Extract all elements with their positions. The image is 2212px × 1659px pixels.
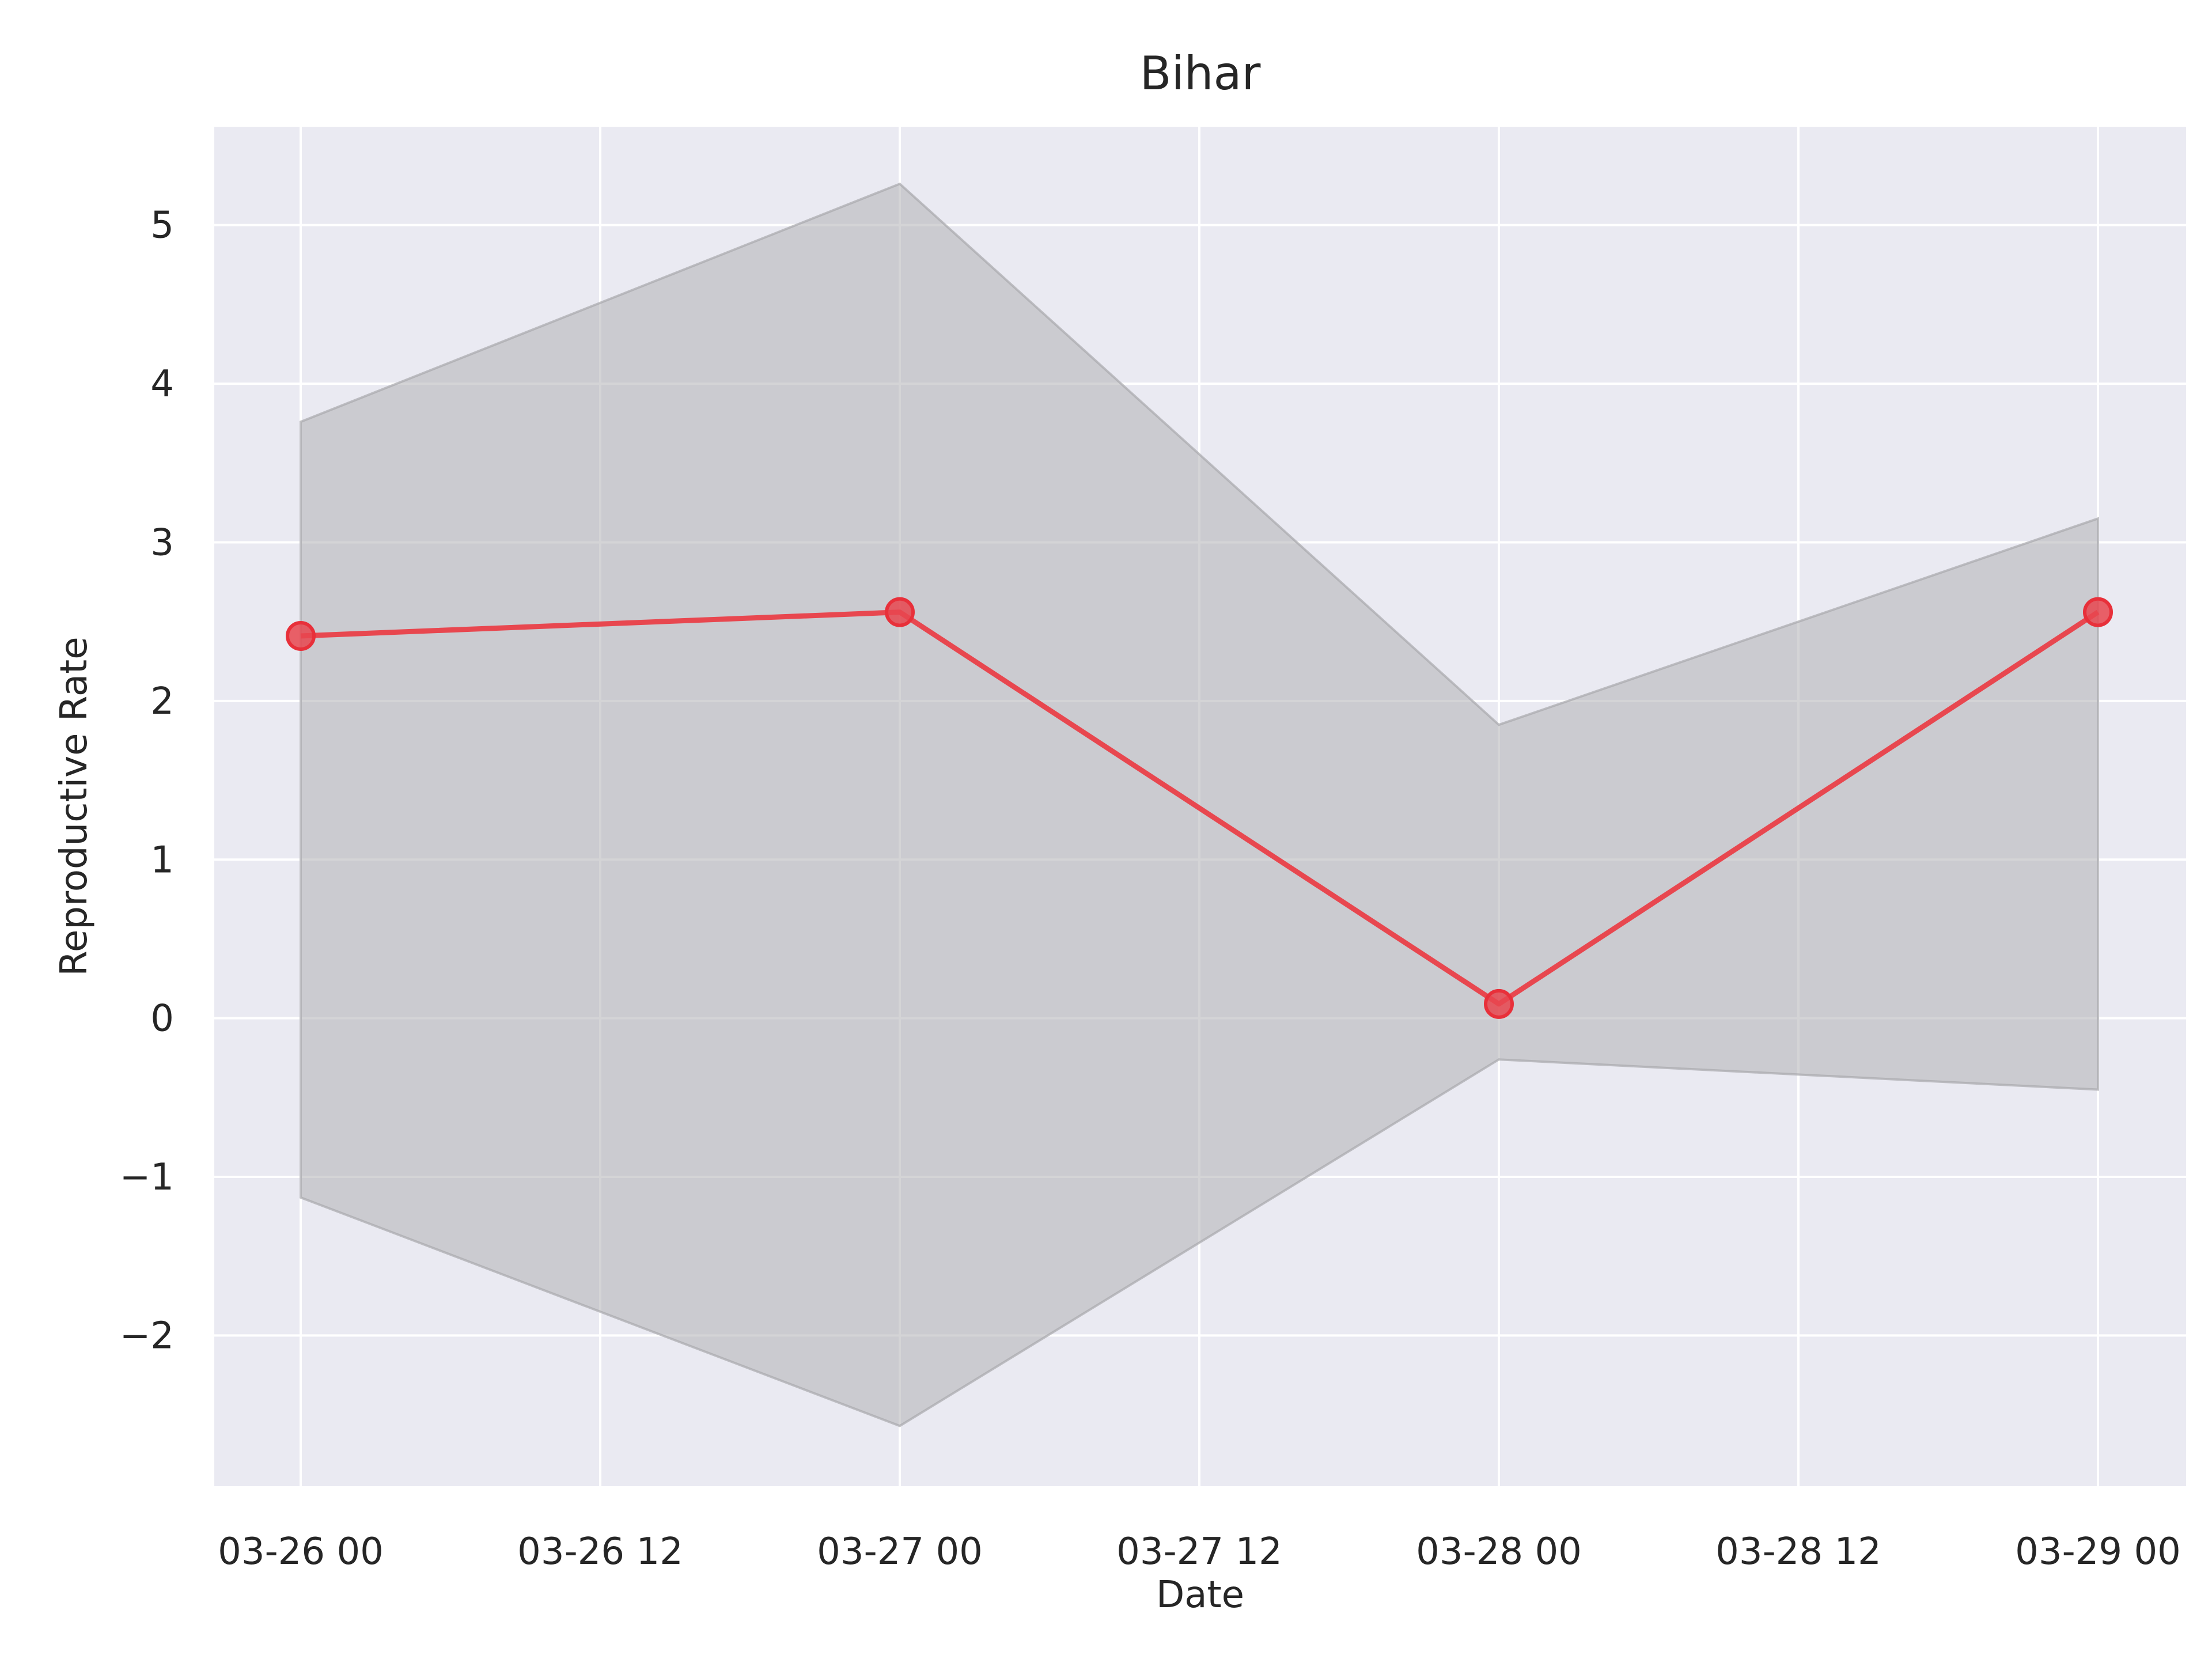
x-tick-label: 03-28 12 [1715, 1531, 1881, 1573]
y-tick-label: −2 [120, 1315, 174, 1357]
y-tick-label: 5 [150, 204, 174, 247]
x-tick-label: 03-28 00 [1416, 1531, 1582, 1573]
x-tick-label: 03-27 00 [817, 1531, 983, 1573]
x-tick-label: 03-26 12 [517, 1531, 683, 1573]
y-tick-label: 2 [150, 680, 174, 723]
y-tick-labels: −2 −1 0 1 2 3 4 5 [120, 204, 174, 1358]
data-point [286, 620, 316, 651]
y-tick-label: 4 [150, 363, 174, 406]
series-line [300, 609, 2100, 1007]
y-tick-label: 3 [150, 521, 174, 564]
y-tick-label: 1 [150, 839, 174, 881]
x-tick-label: 03-29 00 [2015, 1531, 2181, 1573]
x-axis-label: Date [1156, 1574, 1244, 1616]
x-tick-labels: 03-26 00 03-26 12 03-27 00 03-27 12 03-28 00… [218, 1531, 2181, 1573]
data-point [885, 597, 915, 627]
data-points [286, 597, 2113, 1019]
y-tick-label: 0 [150, 998, 174, 1040]
data-point [2083, 597, 2113, 627]
y-axis-label: Reproductive Rate [53, 637, 96, 976]
x-tick-label: 03-27 12 [1116, 1531, 1282, 1573]
confidence-band [300, 182, 2099, 1427]
data-point [1484, 988, 1514, 1019]
chart-title: Bihar [1140, 47, 1261, 100]
x-tick-label: 03-26 00 [218, 1531, 384, 1573]
y-tick-label: −1 [120, 1156, 174, 1199]
